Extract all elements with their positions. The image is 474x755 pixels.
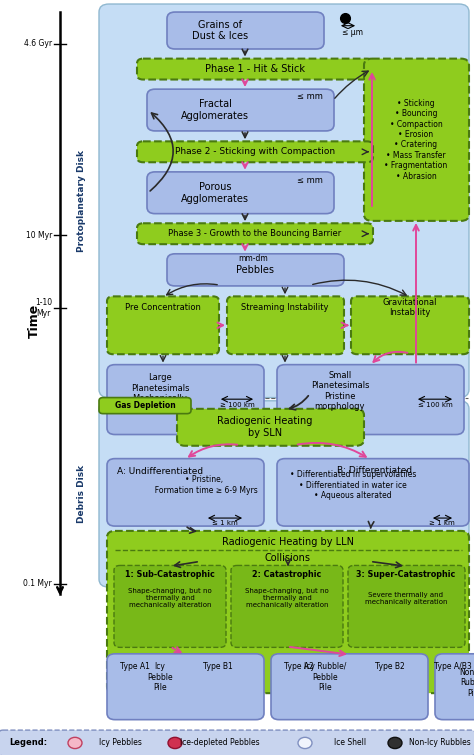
Text: mm-dm: mm-dm (238, 254, 268, 263)
Text: 4.6 Gyr: 4.6 Gyr (24, 39, 52, 48)
Text: ≤ mm: ≤ mm (297, 92, 323, 101)
Text: Fractal
Agglomerates: Fractal Agglomerates (181, 99, 249, 121)
Text: Gas Depletion: Gas Depletion (115, 401, 175, 410)
Text: 1: Sub-Catastrophic: 1: Sub-Catastrophic (125, 570, 215, 579)
FancyBboxPatch shape (435, 654, 474, 720)
Text: Icy
Pebble
Pile: Icy Pebble Pile (147, 662, 173, 692)
Text: Protoplanetary Disk: Protoplanetary Disk (78, 149, 86, 252)
Text: Large
Planetesimals
Mechanically
differentiated: Large Planetesimals Mechanically differe… (131, 374, 189, 414)
Text: ≥ 100 km: ≥ 100 km (219, 402, 255, 408)
Text: B: Differentiated: B: Differentiated (337, 466, 412, 475)
FancyBboxPatch shape (137, 59, 373, 79)
Text: 1-10
Myr: 1-10 Myr (35, 298, 52, 318)
Text: Non-Icy
Rubble
Pile: Non-Icy Rubble Pile (460, 668, 474, 698)
Circle shape (68, 738, 82, 748)
Text: Legend:: Legend: (9, 738, 47, 747)
Text: Streaming Instability: Streaming Instability (241, 303, 329, 312)
Text: Phase 1 - Hit & Stick: Phase 1 - Hit & Stick (205, 64, 305, 74)
Text: Icy Rubble/
Pebble
Pile: Icy Rubble/ Pebble Pile (304, 662, 346, 692)
Text: Phase 2 - Sticking with Compaction: Phase 2 - Sticking with Compaction (175, 147, 335, 156)
Text: Shape-changing, but no
thermally and
mechanically alteration: Shape-changing, but no thermally and mec… (128, 588, 212, 609)
Text: A: Undifferentiated: A: Undifferentiated (117, 467, 203, 476)
Text: 10 Myr: 10 Myr (26, 231, 52, 240)
Text: 0.1 Myr: 0.1 Myr (23, 580, 52, 588)
FancyBboxPatch shape (167, 12, 324, 49)
Circle shape (168, 738, 182, 748)
Text: Ice Shell: Ice Shell (334, 738, 366, 747)
Text: Time: Time (27, 304, 40, 338)
Text: • Sticking
• Bouncing
• Compaction
• Erosion
• Cratering
• Mass Transfer
• Fragm: • Sticking • Bouncing • Compaction • Ero… (384, 99, 447, 180)
Text: • Pristine,
  Formation time ≥ 6-9 Myrs: • Pristine, Formation time ≥ 6-9 Myrs (150, 476, 258, 495)
Text: Type A2: Type A2 (284, 662, 314, 671)
FancyBboxPatch shape (231, 565, 343, 647)
FancyBboxPatch shape (277, 458, 469, 526)
FancyBboxPatch shape (99, 398, 191, 414)
Text: Grains of
Dust & Ices: Grains of Dust & Ices (192, 20, 248, 42)
Text: ≤ mm: ≤ mm (297, 176, 323, 185)
Text: Severe thermally and
mechanically alteration: Severe thermally and mechanically altera… (365, 592, 447, 605)
FancyBboxPatch shape (167, 254, 344, 286)
FancyBboxPatch shape (364, 59, 469, 221)
FancyBboxPatch shape (107, 654, 264, 720)
Text: Non-Icy Rubbles: Non-Icy Rubbles (409, 738, 471, 747)
FancyBboxPatch shape (271, 654, 428, 720)
FancyBboxPatch shape (0, 730, 474, 755)
Text: ≥ 1 km: ≥ 1 km (429, 520, 455, 526)
FancyBboxPatch shape (137, 223, 373, 244)
Text: Collisions: Collisions (265, 553, 311, 563)
Text: ≤ 1 km: ≤ 1 km (212, 520, 238, 526)
Text: Debris Disk: Debris Disk (78, 465, 86, 523)
Text: Radiogenic Heating by LLN: Radiogenic Heating by LLN (222, 537, 354, 547)
FancyBboxPatch shape (277, 365, 464, 435)
Text: Pre Concentration: Pre Concentration (125, 303, 201, 312)
Circle shape (298, 738, 312, 748)
Text: Radiogenic Heating
by SLN: Radiogenic Heating by SLN (217, 417, 313, 438)
Text: Type A1: Type A1 (120, 662, 150, 671)
Text: 2: Catastrophic: 2: Catastrophic (252, 570, 322, 579)
Text: Type B1: Type B1 (203, 662, 233, 671)
Text: Shape-changing, but no
thermally and
mechanically alteration: Shape-changing, but no thermally and mec… (245, 588, 329, 609)
Circle shape (388, 738, 402, 748)
FancyBboxPatch shape (107, 531, 469, 693)
FancyBboxPatch shape (99, 401, 469, 587)
FancyBboxPatch shape (114, 565, 226, 647)
FancyBboxPatch shape (348, 565, 465, 647)
Text: Ice-depleted Pebbles: Ice-depleted Pebbles (180, 738, 260, 747)
FancyBboxPatch shape (99, 4, 469, 398)
Text: Icy Pebbles: Icy Pebbles (99, 738, 141, 747)
FancyBboxPatch shape (227, 297, 344, 354)
Text: Type A/B3: Type A/B3 (434, 662, 472, 671)
FancyBboxPatch shape (351, 297, 469, 354)
FancyBboxPatch shape (137, 141, 373, 162)
Text: Small
Planetesimals
Pristine
morphology: Small Planetesimals Pristine morphology (311, 371, 369, 411)
Text: 3: Super-Catastrophic: 3: Super-Catastrophic (356, 570, 456, 579)
Text: Porous
Agglomerates: Porous Agglomerates (181, 182, 249, 204)
FancyBboxPatch shape (107, 365, 264, 435)
FancyBboxPatch shape (107, 458, 264, 526)
Text: ≤ μm: ≤ μm (343, 28, 364, 37)
Text: Pebbles: Pebbles (236, 265, 274, 275)
Text: Gravitational
Instability: Gravitational Instability (383, 298, 437, 317)
FancyBboxPatch shape (147, 89, 334, 131)
Text: Type B2: Type B2 (375, 662, 405, 671)
Text: ≤ 100 km: ≤ 100 km (418, 402, 452, 408)
Text: • Differentiated in supervolatiles
• Differentiated in water ice
• Aqueous alter: • Differentiated in supervolatiles • Dif… (290, 470, 416, 500)
FancyBboxPatch shape (107, 297, 219, 354)
FancyBboxPatch shape (177, 408, 364, 445)
FancyBboxPatch shape (147, 172, 334, 214)
Text: Phase 3 - Growth to the Bouncing Barrier: Phase 3 - Growth to the Bouncing Barrier (168, 230, 342, 239)
